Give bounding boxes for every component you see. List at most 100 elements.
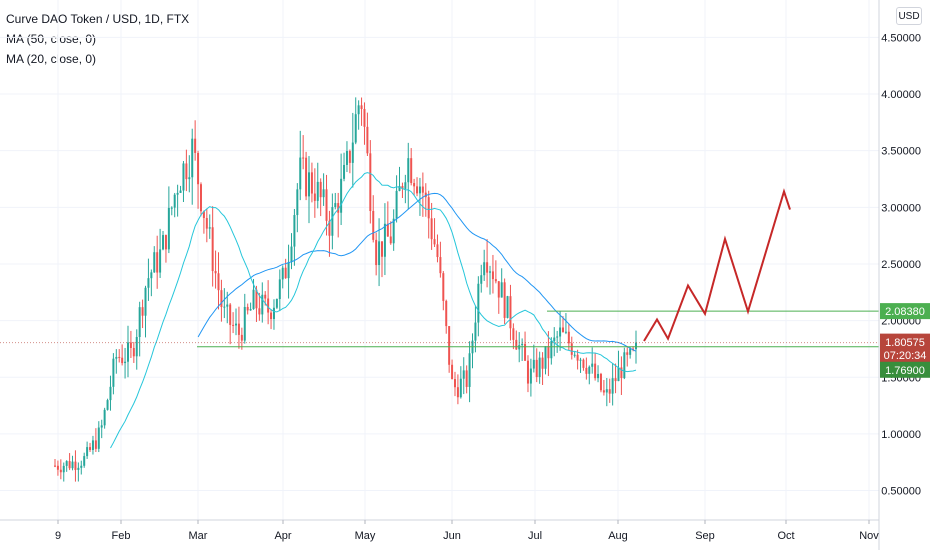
candle-body: [354, 114, 357, 143]
candle-body: [351, 142, 354, 163]
candle-body: [261, 294, 264, 315]
candle-body: [62, 465, 65, 473]
candle-body: [483, 262, 486, 276]
candle-body: [626, 352, 629, 355]
x-tick-label: 9: [55, 530, 61, 542]
candle-body: [585, 367, 588, 374]
candle-body: [480, 275, 483, 284]
candle-body: [570, 343, 573, 355]
candle-body: [599, 373, 602, 391]
candle-body: [91, 440, 94, 451]
candle-body: [506, 296, 509, 318]
candle-body: [205, 218, 208, 229]
candle-body: [129, 342, 132, 348]
candle-body: [252, 289, 255, 310]
candle-body: [305, 157, 308, 197]
candle-body: [97, 427, 100, 449]
candle-body: [243, 306, 246, 341]
candle-body: [547, 346, 550, 359]
candle-body: [118, 356, 121, 358]
x-tick-label: Aug: [608, 530, 628, 542]
candle-body: [340, 178, 343, 213]
candle-body: [94, 440, 97, 449]
candle-body: [331, 207, 334, 236]
candle-body: [135, 336, 138, 357]
candle-body: [448, 326, 451, 365]
legend-ma20[interactable]: MA (20, close, 0): [6, 52, 97, 66]
candle-body: [240, 334, 243, 341]
candle-body: [264, 294, 267, 299]
candle-body: [290, 246, 293, 263]
candle-body: [567, 331, 570, 344]
candle-body: [287, 262, 290, 279]
candle-body: [322, 189, 325, 198]
y-tick-label: 0.50000: [881, 486, 921, 498]
candle-body: [541, 357, 544, 369]
candle-body: [559, 327, 562, 337]
candle-body: [389, 236, 392, 244]
candle-body: [132, 347, 135, 357]
x-tick-label: Mar: [189, 530, 208, 542]
candle-body: [433, 239, 436, 245]
candle-body: [594, 363, 597, 379]
candle-body: [562, 327, 565, 332]
candle-body: [296, 189, 299, 216]
y-tick-label: 4.00000: [881, 89, 921, 101]
candle-body: [249, 309, 252, 311]
candle-body: [486, 262, 489, 273]
candle-body: [83, 456, 86, 466]
candle-body: [465, 370, 468, 387]
candle-body: [188, 177, 191, 180]
candle-body: [456, 387, 459, 398]
candle-body: [246, 306, 249, 311]
x-tick-label: Apr: [274, 530, 291, 542]
legend-ma50[interactable]: MA (50, close, 0): [6, 32, 97, 46]
candle-body: [378, 241, 381, 266]
candle-body: [59, 469, 62, 473]
candle-body: [229, 304, 232, 325]
candle-body: [173, 194, 176, 208]
candle-body: [614, 378, 617, 382]
candle-body: [258, 308, 261, 315]
candle-body: [334, 203, 337, 208]
x-tick-label: Feb: [112, 530, 131, 542]
candle-body: [462, 370, 465, 379]
x-tick-label: May: [355, 530, 376, 542]
candle-body: [597, 373, 600, 379]
candle-body: [74, 461, 77, 470]
x-tick-label: Oct: [777, 530, 794, 542]
candle-body: [103, 409, 106, 426]
candle-body: [293, 215, 296, 247]
currency-button[interactable]: USD: [896, 7, 922, 25]
candle-body: [176, 192, 179, 195]
candle-body: [197, 152, 200, 185]
candle-body: [418, 186, 421, 194]
candle-body: [553, 337, 556, 342]
candle-body: [144, 287, 147, 316]
candle-body: [71, 461, 74, 469]
candle-body: [267, 298, 270, 313]
candle-body: [275, 299, 278, 308]
candle-body: [185, 163, 188, 180]
candle-body: [270, 312, 273, 320]
candle-body: [124, 361, 127, 364]
candle-body: [629, 348, 632, 355]
candle-body: [494, 279, 497, 282]
candle-body: [366, 126, 369, 154]
price-axis[interactable]: 4.500004.000003.500003.000002.500002.000…: [881, 32, 921, 497]
candle-body: [380, 241, 383, 257]
candle-body: [159, 249, 162, 273]
candle-body: [112, 358, 115, 387]
candle-body: [115, 356, 118, 359]
candle-body: [182, 163, 185, 191]
candle-body: [223, 306, 226, 308]
candle-body: [77, 467, 80, 470]
x-tick-label: Sep: [695, 530, 715, 542]
candle-body: [477, 283, 480, 323]
candle-body: [226, 304, 229, 307]
upper-level-label: 2.08380: [885, 306, 925, 318]
candle-body: [453, 379, 456, 388]
time-axis[interactable]: 9 Feb Mar Apr May Jun Jul Aug Sep Oct Nov: [55, 520, 879, 542]
